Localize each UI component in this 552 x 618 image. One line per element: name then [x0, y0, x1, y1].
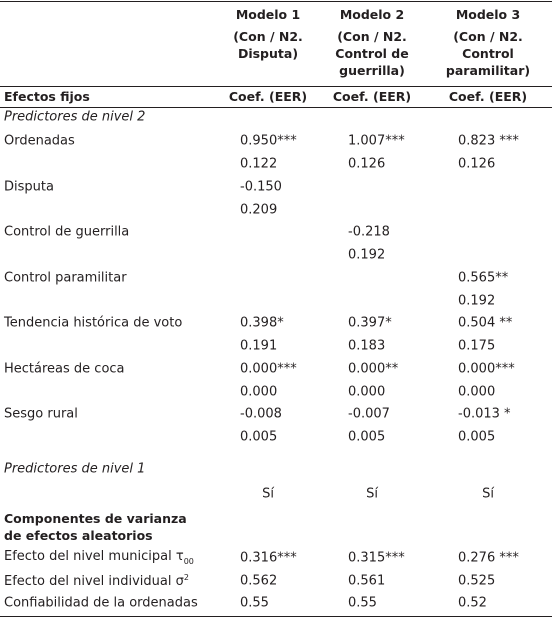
coef-cell: -0.013 * — [458, 406, 511, 422]
model-name: Modelo 1 — [235, 6, 301, 22]
coef-cell: 0.504 ** — [458, 315, 513, 331]
row-label: Efecto del nivel municipal τ00 — [4, 550, 194, 566]
section-title: Componentes de varianza — [4, 510, 187, 526]
model-spec: (Con / N2. — [453, 28, 523, 44]
section-title: de efectos aleatorios — [4, 527, 153, 543]
model-spec: paramilitar) — [445, 62, 531, 78]
se-cell: 0.005 — [348, 429, 386, 445]
coef-cell: 0.398* — [240, 315, 284, 331]
section-title: Predictores de nivel 1 — [4, 461, 146, 477]
section-title: Predictores de nivel 2 — [4, 109, 146, 125]
coef-cell: 0.000*** — [458, 361, 515, 376]
model-spec: guerrilla) — [339, 62, 405, 78]
se-cell: 0.005 — [458, 429, 496, 445]
se-cell: 0.192 — [458, 293, 496, 308]
coef-cell: 0.950*** — [240, 133, 297, 149]
rule — [0, 616, 552, 617]
se-cell: 0.183 — [348, 338, 386, 354]
level1-cell: Sí — [366, 486, 378, 502]
coef-header: Coef. (EER) — [448, 88, 528, 104]
se-cell: 0.000 — [348, 384, 386, 399]
row-label: Disputa — [4, 179, 54, 194]
se-cell: 0.126 — [458, 156, 496, 172]
random-cell: 0.55 — [240, 595, 269, 611]
random-cell: 0.55 — [348, 595, 377, 611]
label-text: Confiabilidad de la ordenadas — [4, 595, 198, 611]
random-cell: 0.316*** — [240, 550, 297, 566]
label-text: Efecto del nivel municipal τ — [4, 549, 184, 565]
random-cell: 0.276 *** — [458, 550, 519, 566]
se-cell: 0.122 — [240, 156, 278, 172]
label-sup: 2 — [183, 572, 189, 582]
model-name: Modelo 3 — [455, 6, 521, 22]
coef-cell: -0.007 — [348, 406, 390, 422]
coef-cell: 0.397* — [348, 315, 392, 331]
model-spec: Control — [462, 45, 514, 61]
random-cell: 0.561 — [348, 573, 386, 588]
se-cell: 0.000 — [240, 384, 278, 399]
model-spec: (Con / N2. — [337, 28, 407, 44]
random-cell: 0.52 — [458, 595, 487, 611]
random-cell: 0.315*** — [348, 550, 405, 566]
label-text: Efecto del nivel individual σ — [4, 573, 184, 589]
coef-cell: 0.000*** — [240, 361, 297, 376]
se-cell: 0.192 — [348, 247, 386, 263]
rule — [0, 107, 552, 108]
random-cell: 0.562 — [240, 573, 278, 588]
coef-cell: 0.565** — [458, 270, 509, 285]
se-cell: 0.175 — [458, 338, 496, 354]
row-label: Ordenadas — [4, 133, 75, 149]
row-label: Efecto del nivel individual σ2 — [4, 572, 189, 589]
level1-cell: Sí — [262, 486, 274, 502]
coef-header: Coef. (EER) — [228, 88, 308, 104]
coef-cell: 0.000** — [348, 361, 399, 376]
label-sub: 00 — [183, 556, 194, 566]
row-label: Confiabilidad de la ordenadas — [4, 597, 198, 610]
se-cell: 0.191 — [240, 338, 278, 354]
row-label: Hectáreas de coca — [4, 361, 125, 376]
model-spec: (Con / N2. — [233, 28, 303, 44]
level1-cell: Sí — [482, 486, 494, 502]
model-name: Modelo 2 — [339, 6, 405, 22]
row-label: Control de guerrilla — [4, 224, 130, 240]
model-spec: Control de — [335, 45, 409, 61]
row-label: Sesgo rural — [4, 406, 78, 422]
coef-cell: -0.150 — [240, 179, 282, 194]
rule — [0, 86, 552, 87]
se-cell: 0.005 — [240, 429, 278, 445]
se-cell: 0.000 — [458, 384, 496, 399]
coef-cell: -0.008 — [240, 406, 282, 422]
se-cell: 0.209 — [240, 202, 278, 217]
coef-cell: 0.823 *** — [458, 133, 519, 149]
se-cell: 0.126 — [348, 156, 386, 172]
rule — [0, 1, 552, 2]
fixed-effects-label: Efectos fijos — [4, 88, 90, 104]
row-label: Control paramilitar — [4, 270, 127, 285]
coef-header: Coef. (EER) — [332, 88, 412, 104]
coef-cell: -0.218 — [348, 224, 390, 240]
row-label: Tendencia histórica de voto — [4, 315, 183, 331]
model-spec: Disputa) — [237, 45, 299, 61]
random-cell: 0.525 — [458, 573, 496, 588]
coef-cell: 1.007*** — [348, 133, 405, 149]
